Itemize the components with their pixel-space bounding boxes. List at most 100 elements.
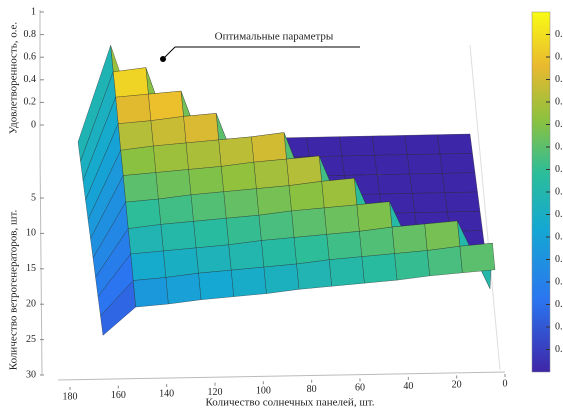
x-tick-label: 120	[208, 387, 223, 398]
surface-patch	[339, 135, 375, 157]
surface-patch	[231, 266, 267, 297]
colorbar-tick-label: 0.	[555, 321, 563, 332]
surface-patch	[221, 161, 257, 192]
y-tick-label: 25	[26, 334, 36, 345]
y-tick-label: 10	[26, 228, 36, 239]
surface-patch	[442, 172, 478, 193]
surface-patch	[128, 224, 164, 255]
surface-patch	[261, 237, 297, 268]
x-tick-label: 20	[452, 380, 462, 391]
colorbar-ticks: 0. 0. 0. 0. 0. 0. 0. 0. 0. 0. 0. 0. 0. 0. 0.	[546, 29, 563, 355]
surface-patch	[185, 139, 222, 170]
colorbar-tick-label: 0.	[555, 254, 563, 265]
surface-patch	[123, 172, 159, 203]
surface-patch	[409, 173, 446, 194]
z-tick-label: 0.6	[24, 51, 37, 62]
surface-patch	[263, 263, 300, 294]
surface-patch	[296, 259, 332, 290]
surface-patch	[341, 155, 378, 176]
surface-patch	[133, 277, 169, 308]
colorbar-tick-label: 0.	[555, 141, 563, 152]
colorbar-tick-label: 0.	[555, 209, 563, 220]
ticks: 0 20 40 60 80 100 120 140 160 180 5 10 15 20 25 30 0 0.2 0…	[24, 6, 508, 402]
surface	[77, 45, 496, 336]
surface-patch	[226, 215, 262, 245]
surface-patch	[100, 280, 136, 336]
surface-patch	[160, 221, 197, 252]
surface-patch	[437, 133, 473, 155]
colorbar-tick-label: 0.	[555, 164, 563, 175]
colorbar-tick-label: 0.	[555, 96, 563, 107]
surface-patch	[165, 273, 202, 305]
y-tick-label: 5	[31, 192, 36, 203]
x-tick-label: 180	[63, 391, 78, 402]
surface-patch	[153, 142, 189, 173]
surface-patch	[256, 185, 292, 216]
surface-patch	[439, 153, 476, 174]
surface-patch	[459, 243, 496, 273]
surface-patch	[406, 153, 443, 175]
x-axis-label: Количество солнечных панелей, шт.	[205, 397, 374, 409]
surface-patch	[374, 154, 410, 175]
surface-patch	[444, 191, 481, 213]
surface-patch	[158, 194, 194, 225]
surface-patch	[148, 90, 184, 121]
surface-patch	[125, 198, 161, 229]
x-tick-label: 100	[256, 386, 271, 397]
surface-patch	[291, 207, 327, 238]
surface-patch	[394, 250, 430, 281]
surface-patch	[371, 135, 408, 156]
surface-patch	[411, 192, 448, 213]
colorbar-tick-label: 0.	[555, 276, 563, 287]
surface-patch	[391, 223, 428, 254]
colorbar-tick-label: 0.	[555, 51, 563, 62]
surface-patch	[288, 181, 325, 212]
surface-patch	[361, 253, 398, 284]
surface-patch	[253, 158, 290, 189]
surface-patch	[324, 204, 360, 235]
surface-patch	[326, 231, 362, 260]
z-tick-label: 0.8	[24, 29, 37, 40]
surface-patch	[329, 256, 365, 287]
colorbar-tick-label: 0.	[555, 29, 563, 40]
z-tick-label: 0.4	[24, 74, 37, 85]
colorbar-tick-label: 0.	[555, 119, 563, 130]
surface-patch	[115, 93, 151, 124]
surface-patch	[190, 191, 227, 222]
surface-patch	[218, 136, 254, 167]
y-tick-label: 15	[26, 263, 36, 274]
x-tick-label: 160	[111, 390, 126, 401]
surface-patch	[286, 155, 322, 186]
surface-patch	[424, 220, 460, 251]
annotation-point	[160, 56, 166, 62]
surface-patch	[356, 201, 393, 232]
surface-patch	[258, 210, 295, 241]
surface-patch	[228, 240, 264, 271]
box-edge	[469, 44, 501, 371]
x-tick-label: 0	[503, 378, 508, 389]
surface-patch	[120, 145, 156, 176]
surface-patch	[195, 244, 232, 274]
surface-patch	[306, 136, 343, 157]
x-tick-label: 60	[355, 383, 365, 394]
surface-patch	[321, 178, 357, 209]
surface-patch	[404, 134, 441, 155]
x-tick-label: 40	[403, 381, 413, 392]
x-tick-label: 80	[307, 384, 317, 395]
y-axis-label: Количество ветрогенераторов, шт.	[8, 210, 20, 371]
annotation: Оптимальные параметры	[215, 31, 334, 43]
surface-patch	[251, 132, 287, 163]
surface-patch	[155, 169, 192, 200]
surface-patch	[376, 173, 413, 195]
x-tick-label: 140	[159, 388, 174, 399]
surface-patch	[130, 250, 166, 281]
surface-patch	[118, 120, 154, 151]
surface-patch	[223, 188, 259, 219]
surface-patch	[150, 116, 187, 147]
z-tick-label: 0.2	[24, 97, 37, 108]
x-axis-line	[57, 371, 506, 381]
surface-patch	[183, 113, 219, 144]
y-tick-label: 30	[26, 369, 36, 380]
z-tick-label: 0	[31, 119, 36, 130]
